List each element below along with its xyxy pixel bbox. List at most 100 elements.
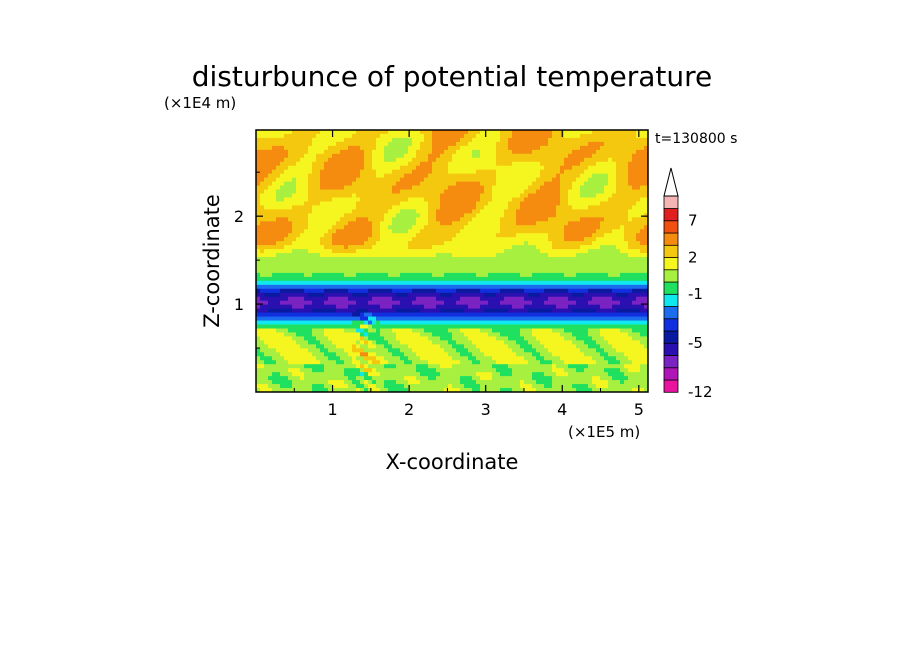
field-cell [500,169,505,175]
field-cell [464,241,469,246]
field-cell [416,225,421,230]
field-cell [280,165,285,171]
field-cell [636,185,641,191]
field-cell [544,141,549,147]
field-cell [320,241,325,246]
field-cell [256,241,261,246]
field-cell [428,316,433,322]
field-cell [624,292,629,298]
field-cell [584,130,589,135]
field-cell [560,145,565,151]
field-cell [340,205,345,210]
field-cell [312,284,317,290]
field-cell [604,153,609,159]
field-cell [488,165,493,171]
field-cell [420,249,425,254]
field-cell [288,177,293,183]
field-cell [336,213,341,218]
field-cell [512,276,517,282]
field-cell [372,229,377,234]
field-cell [296,296,301,302]
field-cell [412,161,417,167]
field-cell [428,181,433,187]
field-cell [376,304,381,310]
field-cell [492,181,497,187]
field-cell [584,229,589,234]
field-cell [600,324,605,330]
field-cell [408,308,413,314]
field-cell [384,157,389,163]
field-cell [344,276,349,282]
field-cell [524,205,529,210]
field-cell [392,233,397,238]
field-cell [320,253,325,258]
field-cell [284,328,289,334]
field-cell [332,149,337,155]
field-cell [460,130,465,135]
field-cell [268,280,273,286]
field-cell [540,276,545,282]
field-cell [492,169,497,175]
field-cell [632,261,637,266]
field-cell [336,272,341,278]
field-cell [484,149,489,155]
field-cell [280,284,285,290]
field-cell [440,189,445,195]
field-cell [380,308,385,314]
field-cell [572,197,577,203]
field-cell [440,257,445,262]
field-cell [416,237,421,242]
field-cell [572,264,577,270]
field-cell [392,280,397,286]
field-cell [280,137,285,143]
field-cell [592,249,597,254]
field-cell [476,312,481,318]
field-cell [260,145,265,151]
field-cell [584,268,589,274]
field-cell [304,130,309,135]
field-cell [500,130,505,135]
field-cell [284,185,289,191]
field-cell [304,233,309,238]
field-cell [380,205,385,210]
field-cell [636,312,641,318]
field-cell [584,169,589,175]
field-cell [568,137,573,143]
field-cell [580,245,585,250]
field-cell [280,181,285,187]
field-cell [280,272,285,278]
field-cell [380,165,385,171]
field-cell [508,149,513,155]
field-cell [256,288,261,294]
field-cell [624,181,629,187]
field-cell [596,209,601,214]
field-cell [396,272,401,278]
field-cell [584,221,589,226]
field-cell [468,217,473,222]
field-cell [592,149,597,155]
field-cell [524,213,529,218]
field-cell [456,261,461,266]
field-cell [344,181,349,187]
field-cell [500,253,505,258]
field-cell [628,233,633,238]
field-cell [292,201,297,207]
field-cell [388,137,393,143]
field-cell [540,272,545,278]
field-cell [568,324,573,330]
field-cell [340,161,345,167]
field-cell [320,284,325,290]
field-cell [340,241,345,246]
field-cell [460,153,465,159]
field-cell [304,221,309,226]
field-cell [512,320,517,326]
field-cell [400,169,405,175]
field-cell [280,193,285,199]
field-cell [256,296,261,302]
field-cell [332,209,337,214]
field-cell [380,213,385,218]
field-cell [580,292,585,298]
field-cell [600,249,605,254]
field-cell [380,233,385,238]
field-cell [592,229,597,234]
